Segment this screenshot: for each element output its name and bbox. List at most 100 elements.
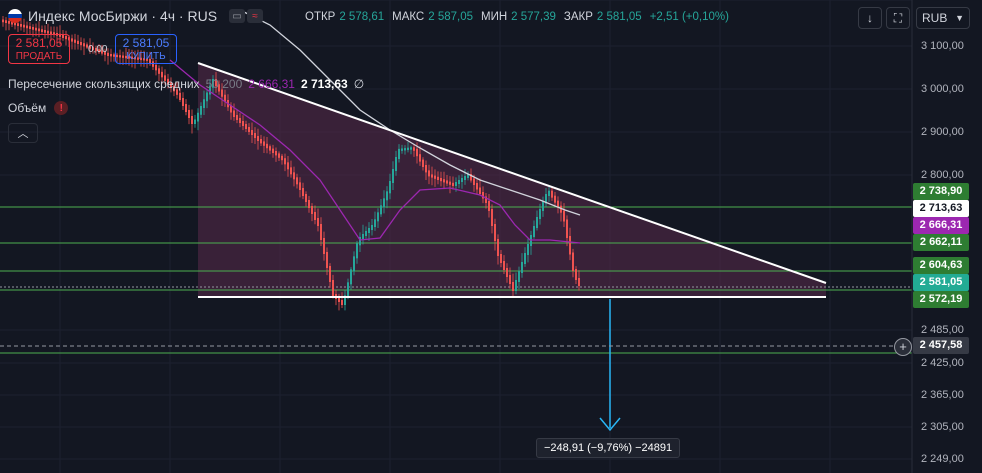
candle-body bbox=[434, 175, 436, 179]
currency-select[interactable]: RUB ▼ bbox=[916, 7, 970, 29]
candle-body bbox=[560, 205, 562, 213]
candle-body bbox=[344, 295, 346, 305]
candle-body bbox=[485, 196, 487, 203]
candle-body bbox=[449, 181, 451, 185]
candle-body bbox=[176, 89, 178, 95]
price-label-level[interactable]: 2 572,19 bbox=[913, 291, 969, 308]
candle-body bbox=[296, 177, 298, 185]
chevron-up-icon: ︿ bbox=[17, 128, 29, 140]
currency-value: RUB bbox=[922, 11, 948, 25]
collapse-legend-button[interactable]: ︿ bbox=[8, 123, 38, 143]
ma-slow-line bbox=[239, 9, 581, 216]
candle-body bbox=[311, 206, 313, 214]
candle-body bbox=[140, 57, 142, 61]
open-label: ОТКР bbox=[305, 11, 336, 23]
candle-body bbox=[263, 141, 265, 146]
candle-body bbox=[14, 22, 16, 26]
candle-body bbox=[557, 200, 559, 208]
price-label-level[interactable]: 2 604,63 bbox=[913, 257, 969, 274]
candle-body bbox=[545, 194, 547, 204]
candle-body bbox=[209, 85, 211, 95]
chevron-down-icon: ▼ bbox=[955, 13, 964, 23]
candle-body bbox=[503, 261, 505, 270]
candle-body bbox=[266, 143, 268, 149]
ma-indicator-name[interactable]: Пересечение скользящих средних bbox=[8, 77, 200, 91]
candle-body bbox=[332, 280, 334, 296]
warning-icon[interactable]: ! bbox=[54, 101, 69, 115]
candle-body bbox=[440, 178, 442, 182]
price-label-ma-slow[interactable]: 2 713,63 bbox=[913, 200, 969, 217]
candle-body bbox=[74, 39, 76, 43]
candle-body bbox=[308, 200, 310, 208]
candle-body bbox=[464, 176, 466, 180]
price-label-level[interactable]: 2 738,90 bbox=[913, 183, 969, 200]
candle-body bbox=[413, 147, 415, 151]
candle-body bbox=[521, 262, 523, 273]
symbol-title[interactable]: Индекс МосБиржи · 4ч · RUS bbox=[28, 8, 218, 24]
candle-body bbox=[326, 252, 328, 268]
price-tick: 3 100,00 bbox=[921, 40, 964, 52]
wave-icon[interactable]: ≈ bbox=[247, 9, 264, 23]
candle-body bbox=[272, 148, 274, 153]
volume-indicator-legend[interactable]: Объём ! bbox=[8, 101, 69, 115]
candle-body bbox=[290, 167, 292, 175]
candle-body bbox=[77, 40, 79, 44]
candle-body bbox=[8, 21, 10, 24]
download-button[interactable]: ↓ bbox=[858, 7, 882, 29]
buy-label: КУПИТЬ bbox=[126, 51, 166, 62]
candle-body bbox=[38, 28, 40, 32]
triangle-top-trendline[interactable] bbox=[197, 62, 827, 284]
candle-body bbox=[71, 38, 73, 42]
candle-body bbox=[368, 228, 370, 233]
measure-tooltip: −248,91 (−9,76%) −24891 bbox=[536, 438, 681, 458]
candle-body bbox=[329, 266, 331, 282]
candle-body bbox=[110, 54, 112, 57]
candle-body bbox=[128, 56, 130, 59]
candle-body bbox=[248, 127, 250, 132]
candle-body bbox=[185, 104, 187, 112]
candle-body bbox=[554, 195, 556, 203]
symbol-header[interactable]: Индекс МосБиржи · 4ч · RUS ▭ ≈ bbox=[8, 8, 264, 24]
candle-body bbox=[62, 34, 64, 38]
price-label-ma-fast[interactable]: 2 666,31 bbox=[913, 217, 969, 234]
compare-icon[interactable]: ▭ bbox=[229, 9, 246, 23]
buy-button[interactable]: 2 581,05 КУПИТЬ bbox=[115, 34, 177, 64]
price-label-crosshair[interactable]: 2 457,58 bbox=[913, 337, 969, 354]
candle-body bbox=[392, 169, 394, 183]
candle-body bbox=[257, 136, 259, 141]
candle-body bbox=[299, 182, 301, 190]
target-arrow-head bbox=[599, 417, 621, 432]
candle-body bbox=[407, 147, 409, 151]
ma-cross-indicator-legend[interactable]: Пересечение скользящих средних 50 200 2 … bbox=[8, 77, 364, 91]
candle-body bbox=[152, 61, 154, 67]
candle-body bbox=[284, 158, 286, 165]
candle-body bbox=[173, 85, 175, 92]
price-tick: 2 249,00 bbox=[921, 453, 964, 465]
volume-indicator-name[interactable]: Объём bbox=[8, 101, 47, 115]
fullscreen-button[interactable]: ⛶ bbox=[886, 7, 910, 29]
candle-body bbox=[245, 124, 247, 129]
candle-body bbox=[104, 51, 106, 55]
candle-body bbox=[125, 55, 127, 59]
triangle-pattern[interactable] bbox=[198, 63, 826, 297]
candle-body bbox=[59, 33, 61, 37]
add-plus-icon[interactable]: + bbox=[894, 338, 912, 356]
price-label-level[interactable]: 2 662,11 bbox=[913, 234, 969, 251]
candle-body bbox=[17, 23, 19, 26]
candle-body bbox=[563, 210, 565, 222]
candle-body bbox=[32, 27, 34, 30]
sell-button[interactable]: 2 581,05 ПРОДАТЬ bbox=[8, 34, 70, 64]
candle-body bbox=[470, 174, 472, 181]
ma-slow-value: 2 713,63 bbox=[300, 77, 348, 91]
price-label-last[interactable]: 2 581,05 bbox=[913, 274, 969, 291]
candle-body bbox=[302, 188, 304, 196]
candle-body bbox=[551, 190, 553, 198]
candle-body bbox=[494, 224, 496, 241]
candle-body bbox=[191, 116, 193, 124]
candle-body bbox=[242, 121, 244, 126]
high-label: МАКС bbox=[392, 11, 425, 23]
candle-body bbox=[386, 191, 388, 201]
candle-body bbox=[260, 139, 262, 144]
sell-label: ПРОДАТЬ bbox=[15, 51, 63, 62]
